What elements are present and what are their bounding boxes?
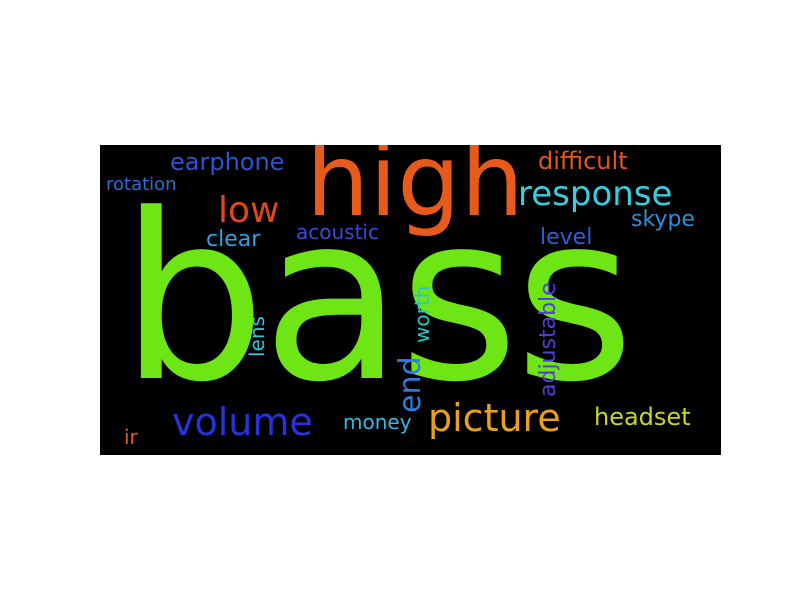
word-cloud: bass high response low earphone difficul… — [100, 145, 721, 455]
word-headset: headset — [594, 403, 691, 431]
word-earphone: earphone — [170, 148, 285, 176]
word-level: level — [540, 225, 593, 250]
word-difficult: difficult — [538, 147, 628, 175]
word-acoustic: acoustic — [296, 220, 379, 244]
word-worth: worth — [410, 285, 434, 343]
word-bass: bass — [120, 166, 635, 433]
word-money: money — [343, 410, 412, 434]
word-lens: lens — [245, 316, 269, 357]
word-clear: clear — [206, 227, 261, 252]
word-low: low — [218, 190, 280, 231]
word-rotation: rotation — [106, 174, 177, 195]
word-ir: ir — [124, 425, 138, 449]
word-skype: skype — [631, 207, 695, 232]
word-picture: picture — [428, 396, 561, 440]
word-response: response — [518, 174, 673, 214]
word-volume: volume — [172, 400, 313, 444]
word-adjustable: adjustable — [536, 282, 561, 397]
word-high: high — [306, 145, 525, 239]
word-end: end — [393, 356, 428, 413]
